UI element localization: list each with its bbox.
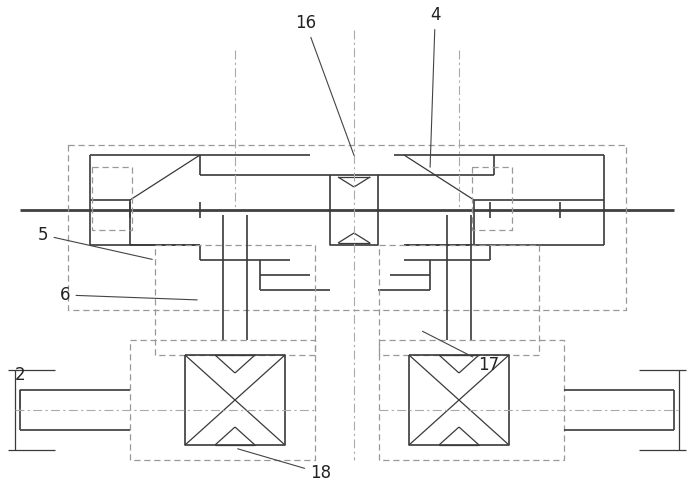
Text: 6: 6 [60, 286, 197, 304]
Text: 16: 16 [295, 14, 354, 155]
Text: 17: 17 [423, 331, 499, 374]
Text: 5: 5 [38, 226, 152, 259]
Text: 18: 18 [237, 449, 331, 482]
Text: 2: 2 [15, 366, 26, 407]
Text: 4: 4 [430, 6, 441, 167]
